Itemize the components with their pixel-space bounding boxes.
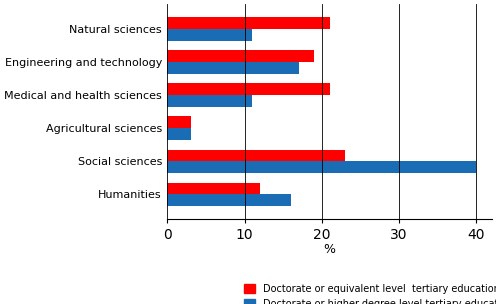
Bar bbox=[168, 83, 330, 95]
X-axis label: %: % bbox=[324, 243, 336, 256]
Bar bbox=[168, 161, 476, 173]
Bar bbox=[168, 150, 345, 161]
Bar bbox=[168, 128, 190, 140]
Bar bbox=[168, 182, 260, 194]
Bar bbox=[168, 50, 314, 62]
Bar bbox=[168, 116, 190, 128]
Legend: Doctorate or equivalent level  tertiary education, Doctorate or higher-degree le: Doctorate or equivalent level tertiary e… bbox=[244, 284, 496, 304]
Bar bbox=[168, 62, 299, 74]
Bar bbox=[168, 17, 330, 29]
Bar bbox=[168, 194, 291, 206]
Bar bbox=[168, 95, 252, 107]
Bar bbox=[168, 29, 252, 40]
